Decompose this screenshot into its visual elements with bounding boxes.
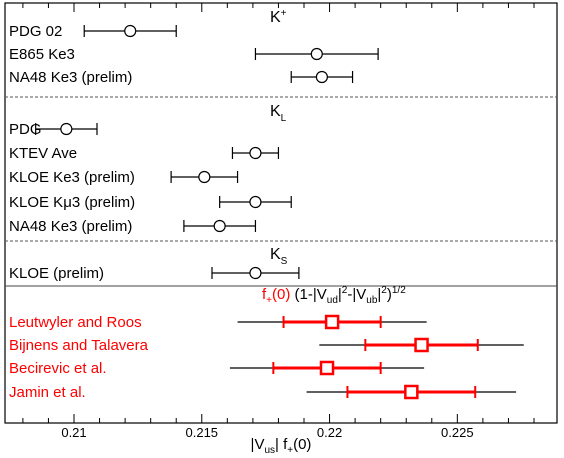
chart-marks: PDG 02 E865 Ke3 NA48 Ke3 (prelim) PDG KTEV A… [9, 3, 535, 440]
experiment-point [249, 266, 262, 280]
experiment-label: E865 Ke3 [9, 46, 75, 63]
theory-point [319, 360, 335, 376]
experiment-label: KLOE Ke3 (prelim) [9, 169, 135, 186]
section-label-kl: KL [270, 103, 287, 124]
plot-frame [4, 2, 558, 424]
theory-header-formula: f+(0) (1-|Vud|2-|Vub|2)1/2 [262, 285, 406, 306]
theory-label: Leutwyler and Roos [9, 314, 142, 331]
section-label-kplus: K+ [270, 8, 287, 26]
theory-point [414, 337, 429, 353]
x-tick-label: 0.225 [441, 425, 474, 440]
experiment-label: KTEV Ave [9, 145, 77, 162]
x-tick-label: 0.21 [61, 425, 86, 440]
experiment-label: NA48 Ke3 (prelim) [9, 69, 132, 86]
x-tick-label: 0.215 [186, 425, 219, 440]
experiment-point [213, 219, 226, 233]
section-label-ks: KS [270, 246, 288, 267]
experiment-point [249, 146, 262, 160]
x-axis-label: |Vus| f+(0) [251, 436, 312, 456]
experiment-label: PDG 02 [9, 23, 62, 40]
experiment-point [315, 70, 328, 84]
experiment-point [60, 122, 73, 136]
experiment-label: KLOE (prelim) [9, 265, 104, 282]
experiment-point [198, 170, 211, 184]
experiment-point [124, 24, 137, 38]
experiment-point [249, 195, 262, 209]
experiment-label: PDG [9, 121, 42, 138]
experiment-label: KLOE Kμ3 (prelim) [9, 194, 135, 211]
theory-point [324, 314, 340, 330]
x-tick-label: 0.22 [317, 425, 342, 440]
theory-label: Bijnens and Talavera [9, 337, 149, 354]
theory-point [404, 384, 419, 400]
experiment-point [310, 47, 323, 61]
theory-label: Jamin et al. [9, 384, 86, 401]
experiment-label: NA48 Ke3 (prelim) [9, 218, 132, 235]
theory-label: Becirevic et al. [9, 360, 107, 377]
